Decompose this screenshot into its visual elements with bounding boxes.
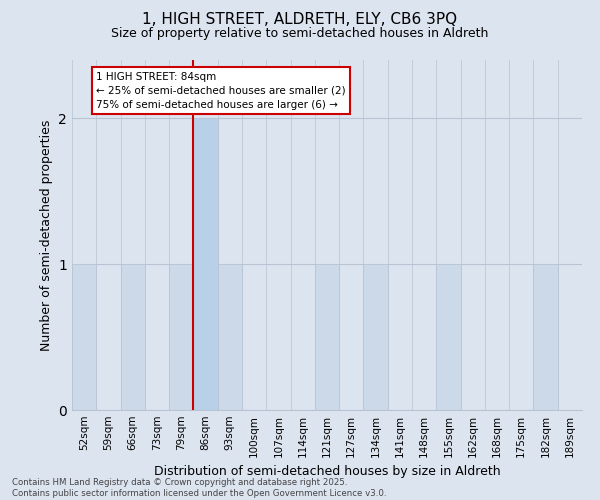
- Bar: [315, 264, 339, 410]
- Bar: [169, 264, 193, 410]
- Text: Size of property relative to semi-detached houses in Aldreth: Size of property relative to semi-detach…: [112, 28, 488, 40]
- Bar: [121, 264, 145, 410]
- Text: 1 HIGH STREET: 84sqm
← 25% of semi-detached houses are smaller (2)
75% of semi-d: 1 HIGH STREET: 84sqm ← 25% of semi-detac…: [96, 72, 346, 110]
- Bar: [72, 264, 96, 410]
- Bar: [218, 264, 242, 410]
- Bar: [364, 264, 388, 410]
- Y-axis label: Number of semi-detached properties: Number of semi-detached properties: [40, 120, 53, 350]
- Bar: [193, 118, 218, 410]
- Bar: [533, 264, 558, 410]
- X-axis label: Distribution of semi-detached houses by size in Aldreth: Distribution of semi-detached houses by …: [154, 466, 500, 478]
- Text: Contains HM Land Registry data © Crown copyright and database right 2025.
Contai: Contains HM Land Registry data © Crown c…: [12, 478, 386, 498]
- Bar: [436, 264, 461, 410]
- Text: 1, HIGH STREET, ALDRETH, ELY, CB6 3PQ: 1, HIGH STREET, ALDRETH, ELY, CB6 3PQ: [142, 12, 458, 28]
